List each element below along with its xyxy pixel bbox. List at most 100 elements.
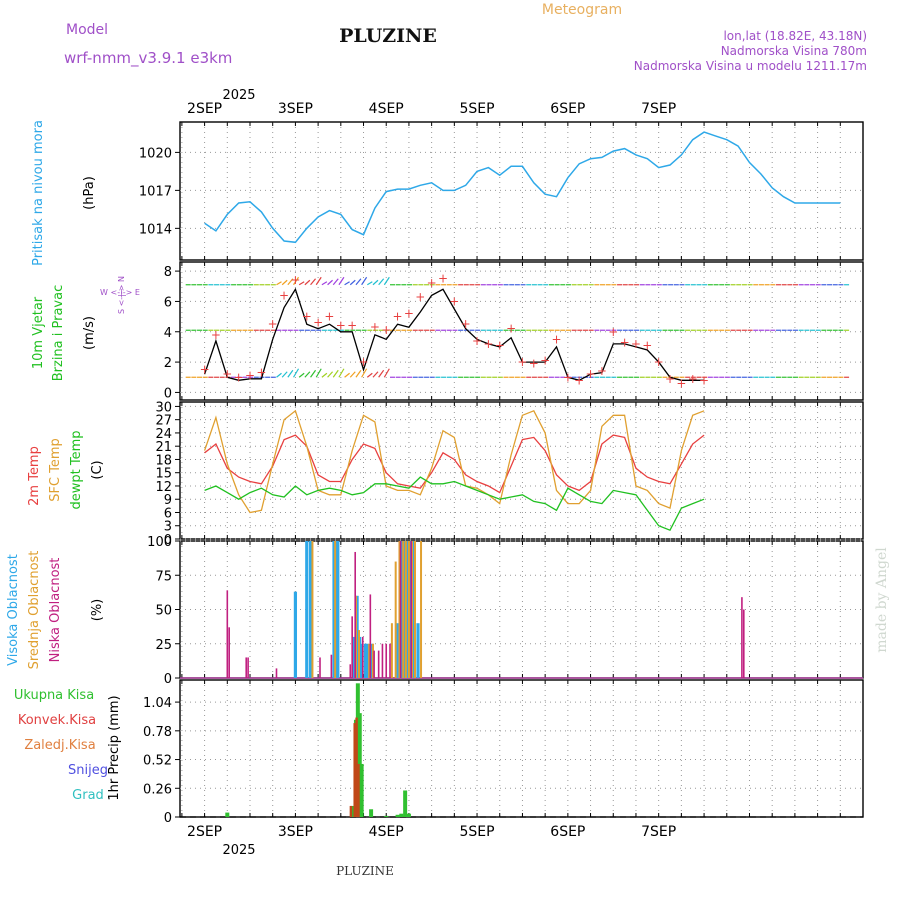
- wind-arrow: [349, 371, 356, 378]
- gust-marker: +: [211, 328, 221, 342]
- wind-arrow: [310, 369, 317, 378]
- legend-strat: Zaledj.Kisa: [24, 738, 95, 753]
- cloud-low-bar: [361, 636, 364, 678]
- legend-conv: Konvek.Kisa: [18, 713, 96, 728]
- cloud-mid-bar: [420, 541, 423, 678]
- cloud-high-bar: [370, 643, 374, 678]
- precip-conv-bar: [349, 805, 353, 817]
- bottom-year-label: 2025: [222, 843, 255, 858]
- precip-total-bar: [384, 815, 389, 817]
- wind-arrow: [355, 278, 362, 286]
- wind-arrow: [287, 369, 294, 378]
- y-tick-label: 0.26: [143, 782, 172, 797]
- y-tick-label: 1017: [139, 184, 172, 199]
- precip-conv-bar: [355, 717, 358, 817]
- wind-arrow: [315, 368, 322, 378]
- wind-arrow: [372, 279, 379, 286]
- top-date-label: 6SEP: [550, 101, 585, 117]
- top-date-axis: 2SEP 3SEP 4SEP 5SEP 6SEP 7SEP: [187, 101, 676, 117]
- cloud-low-bar: [399, 541, 402, 678]
- dewpoint-line: [204, 476, 705, 532]
- cloud-high-bar: [411, 541, 416, 678]
- y-tick-label: 6: [164, 506, 172, 521]
- wind-arrow: [361, 368, 368, 378]
- gust-marker: +: [506, 322, 516, 336]
- cloud-mid-bar: [394, 561, 397, 678]
- wind-arrow: [276, 281, 282, 286]
- cloud-mid-bar: [413, 541, 416, 678]
- precip-conv-bar: [357, 763, 360, 817]
- gust-marker: +: [483, 337, 493, 351]
- cloud-mid-bar: [402, 541, 405, 678]
- cloud-low-bar: [389, 643, 391, 678]
- cloud-high-bar: [360, 643, 364, 678]
- gust-marker: +: [256, 366, 266, 380]
- wind-arrow: [349, 279, 356, 286]
- gust-marker: +: [563, 370, 573, 384]
- cloud-high-bar: [305, 541, 309, 678]
- cloud-high-bar: [293, 591, 298, 678]
- panel-4: 0 0.26 0.52 0.78 1.04: [143, 679, 864, 826]
- model-value: wrf-nmm_v3.9.1 e3km: [64, 49, 232, 68]
- gust-marker: +: [540, 354, 550, 368]
- bottom-date-label: 4SEP: [369, 824, 404, 840]
- bottom-date-label: 7SEP: [641, 824, 676, 840]
- top-date-label: 2SEP: [187, 101, 222, 117]
- gust-marker: +: [608, 325, 618, 339]
- cloud-low-bar: [377, 650, 380, 678]
- wind-arrow: [366, 281, 373, 286]
- cloud-high-bar: [395, 623, 400, 678]
- wind-arrow: [293, 368, 300, 378]
- watermark: made by Angel: [874, 547, 890, 653]
- sfc-temp-line: [203, 409, 705, 514]
- elevation: Nadmorska Visina 780m: [721, 44, 867, 58]
- gust-marker: +: [642, 338, 652, 352]
- bottom-date-label: 2SEP: [187, 824, 222, 840]
- wind-arrow: [298, 281, 305, 286]
- top-year-label: 2025: [222, 88, 255, 103]
- cloud-mid-bar: [390, 623, 393, 678]
- y-tick-label: 2: [164, 356, 172, 371]
- legend-total: Ukupna Kisa: [14, 688, 94, 703]
- wind-arrow: [366, 372, 373, 378]
- gust-marker: +: [393, 310, 403, 324]
- top-date-label: 4SEP: [369, 101, 404, 117]
- gust-marker: +: [200, 363, 210, 377]
- gust-marker: +: [461, 317, 471, 331]
- y-tick-label: 50: [155, 604, 172, 619]
- gust-marker: +: [268, 317, 278, 331]
- y-tick-label: 1014: [139, 222, 172, 237]
- cloud-low-bar: [385, 643, 388, 678]
- wind-arrow: [332, 369, 339, 378]
- panel-3: 0 25 50 75 100: [147, 535, 864, 687]
- y-tick-label: 4: [164, 326, 172, 341]
- cloud-high-bar: [365, 643, 369, 678]
- wind-arrow: [315, 276, 322, 286]
- precip-total-bar: [403, 790, 408, 817]
- precip-unit: 1hr Precip (mm): [107, 695, 122, 800]
- cloud-low-bar: [247, 657, 249, 678]
- y-tick-label: 75: [155, 569, 172, 584]
- wind-series: +++ + + +++++ + ++ +++ ++ +++ ++++ + +++ + +++ + + +++ + +…: [185, 272, 850, 390]
- temp-unit: (C): [90, 460, 105, 479]
- gust-marker: +: [358, 355, 368, 369]
- gust-marker: +: [313, 316, 323, 330]
- cloud-mid-bar: [404, 541, 407, 678]
- y-tick-label: 0.78: [143, 725, 172, 740]
- bottom-date-label: 3SEP: [278, 824, 313, 840]
- cloud-mid-bar: [371, 643, 374, 678]
- y-tick-label: 25: [155, 638, 172, 653]
- gust-marker: +: [665, 372, 675, 386]
- cloud-high-bar: [355, 595, 359, 678]
- wind-arrow: [321, 372, 328, 378]
- cloud-low-bar: [228, 627, 230, 678]
- cloud-mid-bar: [407, 541, 410, 678]
- cloud-high-bar: [308, 541, 313, 678]
- pressure-line: [204, 131, 841, 244]
- y-tick-label: 27: [155, 414, 172, 429]
- wind-arrow: [304, 371, 311, 378]
- bottom-date-label: 6SEP: [550, 824, 585, 840]
- gust-marker: +: [529, 357, 539, 371]
- cloud-unit: (%): [90, 599, 105, 622]
